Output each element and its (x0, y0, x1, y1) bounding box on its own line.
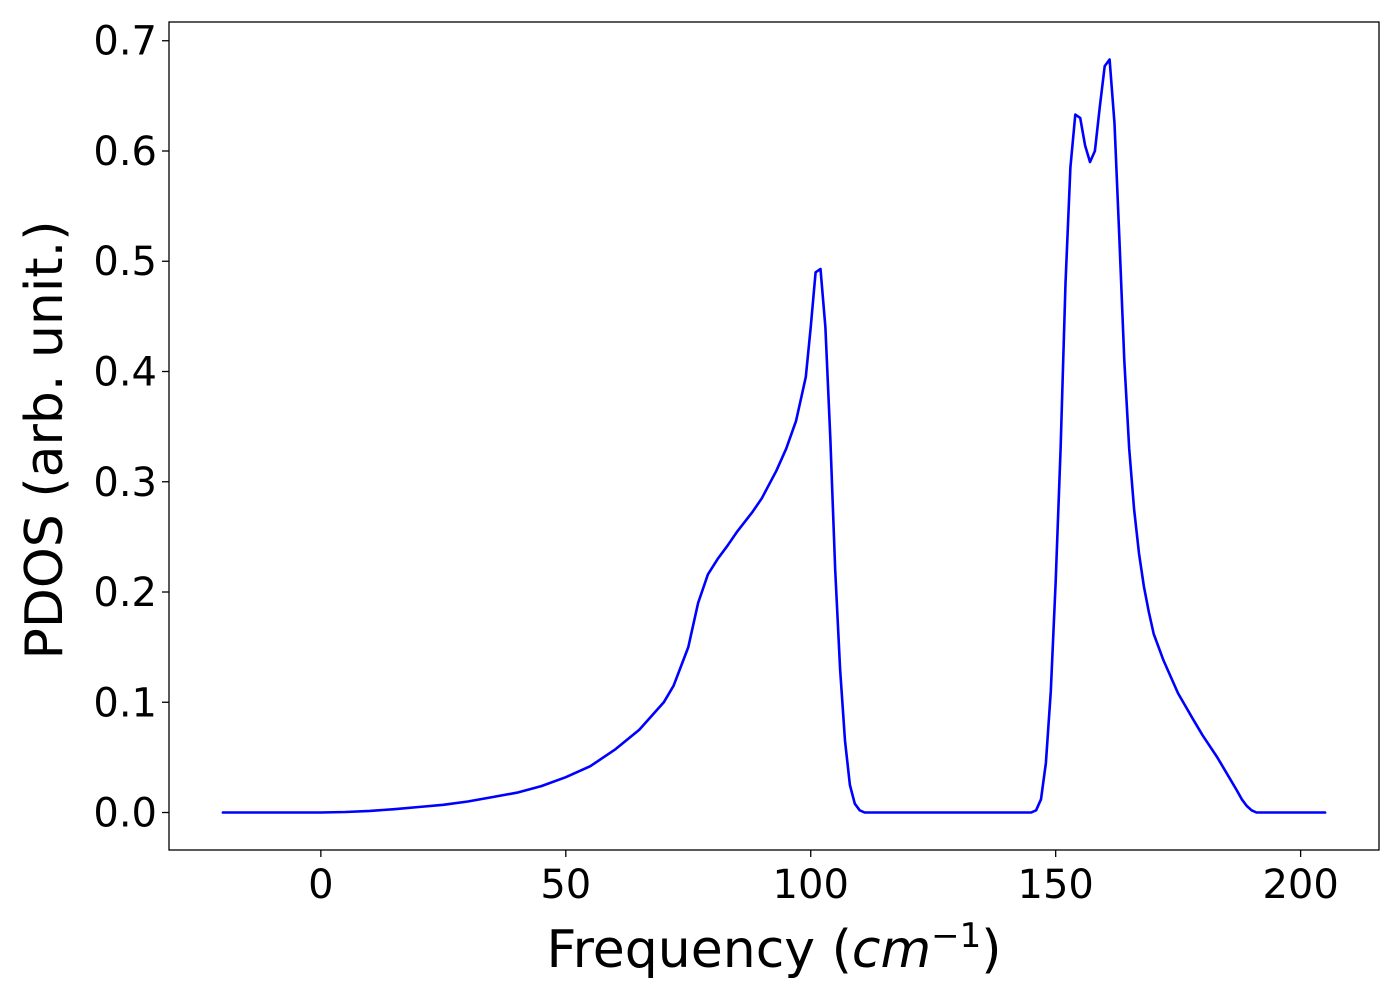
y-tick-label: 0.2 (93, 570, 157, 616)
y-tick-label: 0.4 (93, 350, 157, 396)
x-axis-label-suffix: ) (981, 920, 1001, 980)
x-axis-label: Frequency (cm−1) (546, 916, 1001, 980)
y-tick-label: 0.1 (93, 680, 157, 726)
y-tick-label: 0.5 (93, 239, 157, 285)
y-tick-label: 0.0 (93, 791, 157, 837)
x-tick-label: 150 (1018, 862, 1094, 908)
ticks-layer: 0 50 100 150 200 0.0 0.1 0.2 0.3 0.4 0.5 0.6 0.7 (93, 19, 1338, 908)
x-tick-label: 100 (773, 862, 849, 908)
x-tick-label: 200 (1262, 862, 1338, 908)
y-axis-label: PDOS (arb. unit.) (15, 220, 75, 659)
y-tick-label: 0.3 (93, 460, 157, 506)
x-axis-label-exponent: −1 (931, 916, 981, 956)
x-axis-label-text: Frequency ( (546, 920, 851, 980)
y-tick-label: 0.7 (93, 19, 157, 65)
plot-area-frame (168, 21, 1380, 851)
pdos-series-line (221, 58, 1327, 814)
x-tick-label: 0 (308, 862, 333, 908)
x-tick-label: 50 (540, 862, 591, 908)
x-axis-label-math: cm (852, 920, 931, 980)
y-tick-label: 0.6 (93, 129, 157, 175)
